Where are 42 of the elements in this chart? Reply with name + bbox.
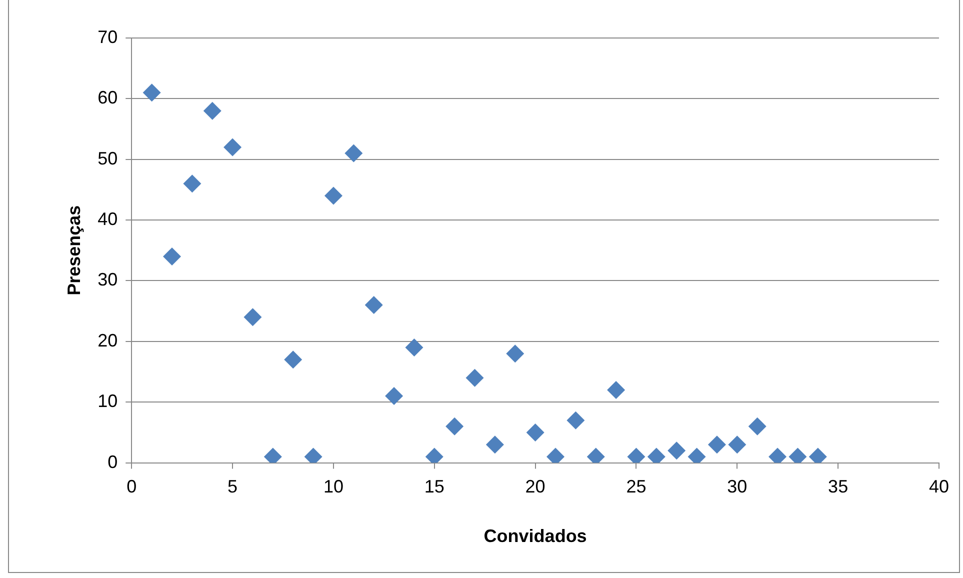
x-tick-label: 15	[424, 476, 444, 497]
point	[668, 442, 686, 460]
point	[446, 417, 464, 436]
point	[244, 308, 262, 326]
y-tick-label: 50	[98, 148, 118, 168]
y-tick-label: 40	[98, 209, 118, 230]
point	[162, 247, 181, 266]
point	[708, 436, 726, 454]
point	[203, 102, 222, 120]
point	[344, 144, 363, 162]
point	[405, 338, 424, 356]
x-tick-label: 35	[828, 476, 848, 497]
y-tick-label: 20	[98, 330, 118, 350]
x-tick-label: 30	[727, 476, 748, 497]
y-tick-label: 0	[108, 452, 118, 472]
point	[607, 380, 626, 399]
point	[566, 411, 585, 430]
point	[728, 436, 746, 454]
point	[284, 350, 302, 369]
y-tick-label: 30	[98, 270, 118, 290]
x-tick-label: 10	[323, 476, 344, 497]
x-tick-label: 25	[626, 476, 646, 497]
point	[506, 344, 524, 363]
x-tick-label: 20	[525, 476, 546, 497]
point	[385, 387, 404, 406]
x-tick-label: 0	[126, 476, 137, 497]
y-axis-title: Presenças	[64, 205, 84, 296]
point	[183, 174, 202, 193]
y-tick-label: 60	[98, 88, 118, 108]
point	[224, 138, 242, 156]
point	[486, 436, 504, 454]
y-tick-label: 10	[98, 391, 118, 412]
y-tick-label: 70	[98, 26, 118, 47]
point	[748, 417, 766, 436]
x-tick-label: 5	[228, 476, 238, 497]
x-tick-label: 40	[928, 476, 950, 497]
point	[324, 186, 342, 205]
point	[526, 423, 544, 442]
x-axis-title: Convidados	[484, 526, 587, 546]
point	[142, 84, 161, 102]
point	[466, 368, 484, 387]
point	[364, 296, 383, 314]
